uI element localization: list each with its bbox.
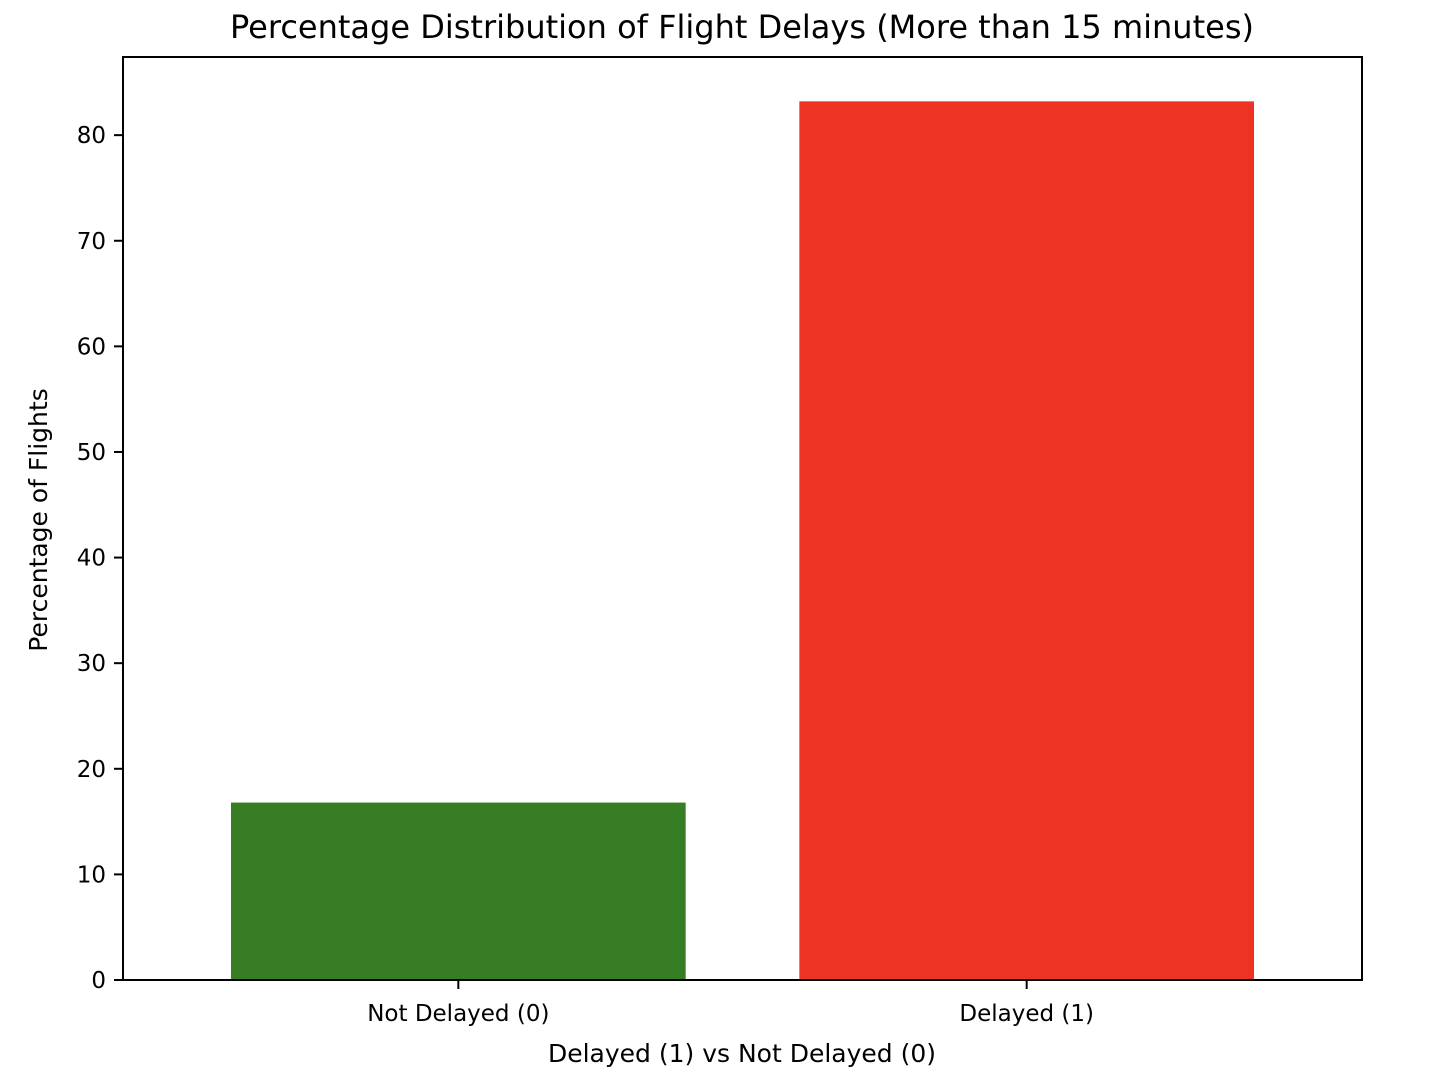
- bar-0: [230, 802, 686, 980]
- y-axis: 0 10 20 30 40 50 60 70 80: [77, 123, 123, 994]
- y-tick-label-6: 60: [77, 334, 106, 360]
- x-axis-label: Delayed (1) vs Not Delayed (0): [548, 1039, 936, 1068]
- y-axis-label: Percentage of Flights: [24, 388, 53, 651]
- y-tick-label-0: 0: [91, 968, 106, 994]
- x-tick-label-1: Delayed (1): [959, 1001, 1094, 1027]
- y-tick-label-8: 80: [77, 123, 106, 149]
- y-tick-label-2: 20: [77, 757, 106, 783]
- plot-frame: [122, 56, 1363, 981]
- x-tick-label-0: Not Delayed (0): [367, 1001, 549, 1027]
- y-tick-label-7: 70: [77, 229, 106, 255]
- y-tick-label-3: 30: [77, 651, 106, 677]
- bar-1: [799, 101, 1255, 981]
- y-tick-label-4: 40: [77, 546, 106, 572]
- chart-title: Percentage Distribution of Flight Delays…: [230, 8, 1254, 46]
- y-tick-label-1: 10: [77, 862, 106, 888]
- y-tick-label-5: 50: [77, 440, 106, 466]
- bars-group: [230, 101, 1255, 981]
- x-axis: Not Delayed (0) Delayed (1): [367, 980, 1094, 1027]
